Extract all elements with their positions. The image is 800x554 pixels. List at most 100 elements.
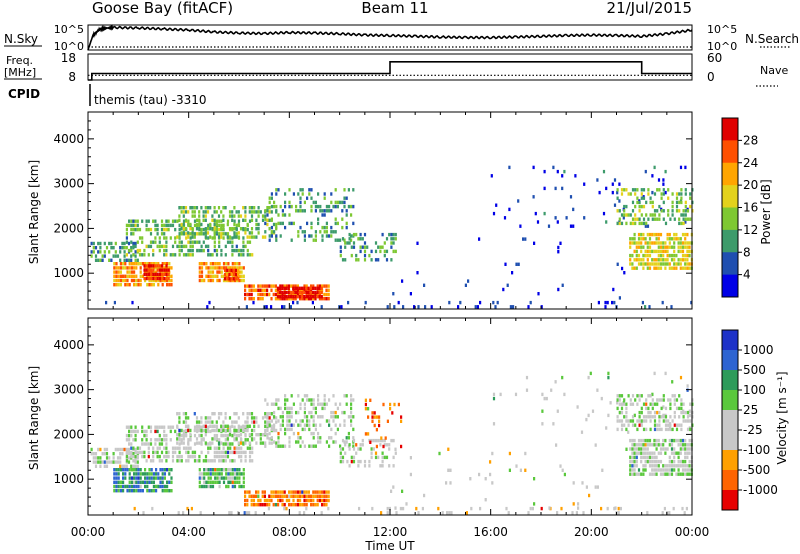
range-gate-cell [238, 484, 241, 489]
range-gate-cell [677, 258, 680, 262]
range-gate-cell [277, 444, 280, 448]
range-gate-cell [638, 423, 641, 427]
range-gate-cell [213, 227, 216, 231]
range-gate-cell [198, 270, 201, 274]
range-gate-cell [159, 266, 162, 270]
range-gate-cell [646, 249, 649, 254]
range-gate-cell [642, 455, 645, 460]
range-gate-cell [372, 447, 375, 451]
range-gate-cell [275, 441, 278, 445]
range-gate-cell [637, 472, 641, 476]
range-gate-cell [222, 468, 226, 472]
range-gate-cell [193, 450, 197, 455]
range-gate-cell [689, 204, 692, 209]
range-gate-cell [651, 213, 654, 217]
range-gate-cell [255, 222, 258, 227]
range-gate-cell [130, 446, 133, 450]
range-gate-cell [130, 240, 133, 244]
range-gate-cell [203, 468, 206, 472]
range-gate-cell [158, 268, 161, 272]
range-gate-cell [195, 424, 199, 428]
range-gate-cell [128, 450, 131, 455]
range-gate-cell [127, 447, 131, 452]
range-gate-cell [629, 192, 632, 196]
range-gate-cell [207, 274, 210, 278]
range-gate-cell [128, 472, 131, 476]
range-gate-cell [251, 446, 254, 450]
range-gate-cell [233, 428, 236, 433]
range-gate-cell [152, 276, 155, 281]
range-gate-cell [352, 436, 355, 440]
range-gate-cell [381, 451, 384, 455]
range-gate-cell [125, 240, 128, 244]
range-gate-cell [679, 241, 682, 245]
range-gate-cell [279, 427, 282, 432]
range-gate-cell [229, 266, 232, 270]
range-gate-cell [224, 253, 227, 257]
range-gate-cell [316, 290, 319, 295]
range-gate-cell [141, 262, 144, 266]
range-gate-cell [684, 245, 687, 249]
range-gate-cell [244, 206, 247, 210]
range-gate-cell [572, 481, 575, 485]
range-gate-cell [204, 416, 207, 420]
colorbar-tick-label: 4 [743, 268, 751, 282]
colorbar-tick-label: -500 [743, 463, 770, 477]
range-gate-cell [163, 425, 166, 429]
range-gate-cell [664, 423, 668, 427]
range-gate-cell [144, 480, 147, 484]
range-gate-cell [250, 235, 254, 239]
range-gate-cell [268, 412, 271, 416]
range-gate-cell [198, 232, 201, 236]
range-gate-cell [154, 219, 157, 223]
range-gate-cell [385, 237, 389, 241]
range-gate-cell [180, 240, 183, 244]
range-gate-cell [213, 428, 216, 433]
range-gate-cell [141, 438, 144, 442]
range-gate-cell [193, 210, 196, 214]
range-gate-cell [279, 234, 282, 238]
range-gate-cell [141, 425, 144, 429]
range-gate-cell [157, 472, 160, 476]
range-gate-cell [673, 241, 676, 245]
range-gate-cell [636, 419, 639, 423]
range-gate-cell [292, 423, 295, 427]
range-gate-cell [350, 419, 353, 423]
range-gate-cell [211, 227, 214, 231]
range-gate-cell [150, 272, 153, 276]
range-gate-cell [644, 451, 647, 455]
range-gate-cell [640, 472, 643, 476]
range-gate-cell [168, 270, 171, 274]
range-gate-cell [130, 433, 133, 438]
range-gate-cell [182, 433, 185, 437]
range-gate-cell [670, 472, 674, 476]
range-gate-cell [281, 213, 284, 217]
range-gate-cell [277, 221, 280, 226]
range-gate-cell [222, 214, 225, 218]
range-gate-cell [184, 206, 188, 210]
range-gate-cell [666, 245, 669, 249]
range-gate-cell [275, 428, 278, 433]
range-gate-cell [242, 480, 245, 484]
range-gate-cell [556, 220, 559, 224]
range-gate-cell [635, 464, 638, 468]
power-panel-frame [87, 111, 693, 310]
range-gate-cell [246, 428, 249, 433]
range-gate-cell [163, 433, 166, 438]
range-gate-cell [633, 413, 636, 418]
range-gate-cell [284, 192, 287, 196]
range-gate-cell [206, 210, 210, 214]
range-gate-cell [161, 278, 164, 283]
range-gate-cell [158, 264, 161, 268]
range-gate-cell [677, 241, 680, 245]
range-gate-cell [625, 221, 628, 226]
range-gate-cell [149, 438, 153, 442]
range-gate-cell [170, 266, 173, 270]
range-gate-cell [423, 493, 426, 498]
range-gate-cell [301, 297, 304, 301]
range-gate-cell [631, 237, 634, 241]
range-gate-cell [668, 511, 671, 515]
range-gate-cell [279, 490, 282, 494]
range-gate-cell [242, 227, 245, 231]
range-gate-cell [125, 246, 128, 250]
